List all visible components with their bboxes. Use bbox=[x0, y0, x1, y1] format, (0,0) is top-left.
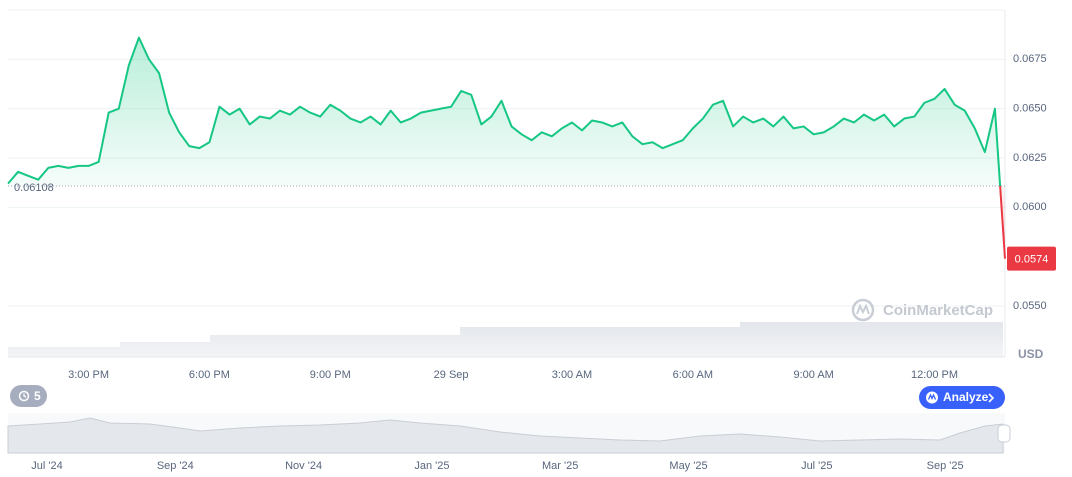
navigator-label: May '25 bbox=[669, 460, 707, 472]
current-price: 0.0574 bbox=[1015, 254, 1049, 266]
currency-label: USD bbox=[1018, 347, 1044, 361]
x-tick-label: 3:00 AM bbox=[552, 369, 592, 381]
y-tick-label: 0.0675 bbox=[1013, 53, 1047, 65]
volume-backdrop bbox=[8, 322, 1003, 357]
navigator-label: Jan '25 bbox=[414, 460, 449, 472]
y-tick-label: 0.0550 bbox=[1013, 300, 1047, 312]
navigator-label: Jul '25 bbox=[801, 460, 832, 472]
x-tick-label: 9:00 PM bbox=[310, 369, 351, 381]
x-tick-label: 29 Sep bbox=[434, 369, 469, 381]
x-tick-label: 12:00 PM bbox=[911, 369, 958, 381]
price-line bbox=[7, 36, 1006, 259]
watermark-logo bbox=[851, 298, 875, 322]
x-tick-label: 6:00 PM bbox=[189, 369, 230, 381]
navigator-label: Mar '25 bbox=[542, 460, 578, 472]
navigator-label: Jul '24 bbox=[31, 460, 62, 472]
y-tick-label: 0.0625 bbox=[1013, 152, 1047, 164]
y-tick-label: 0.0600 bbox=[1013, 201, 1047, 213]
navigator-label: Nov '24 bbox=[285, 460, 322, 472]
current-price-badge bbox=[1007, 246, 1056, 271]
navigator-label: Sep '24 bbox=[157, 460, 194, 472]
watermark: CoinMarketCap bbox=[883, 302, 993, 319]
navigator-label: Sep '25 bbox=[927, 460, 964, 472]
y-tick-label: 0.0650 bbox=[1013, 103, 1047, 115]
price-area bbox=[8, 37, 1005, 259]
navigator-sparkline bbox=[7, 417, 1004, 454]
x-tick-label: 6:00 AM bbox=[673, 369, 713, 381]
reference-label: 0.06108 bbox=[14, 182, 54, 194]
x-tick-label: 9:00 AM bbox=[793, 369, 833, 381]
navigator-handle[interactable] bbox=[997, 424, 1011, 443]
x-tick-label: 3:00 PM bbox=[68, 369, 109, 381]
analyze-label: Analyze bbox=[943, 390, 989, 404]
history-count: 5 bbox=[34, 389, 41, 403]
history-button[interactable]: 5 bbox=[10, 385, 47, 407]
analyze-button[interactable]: Analyze bbox=[919, 386, 1005, 409]
